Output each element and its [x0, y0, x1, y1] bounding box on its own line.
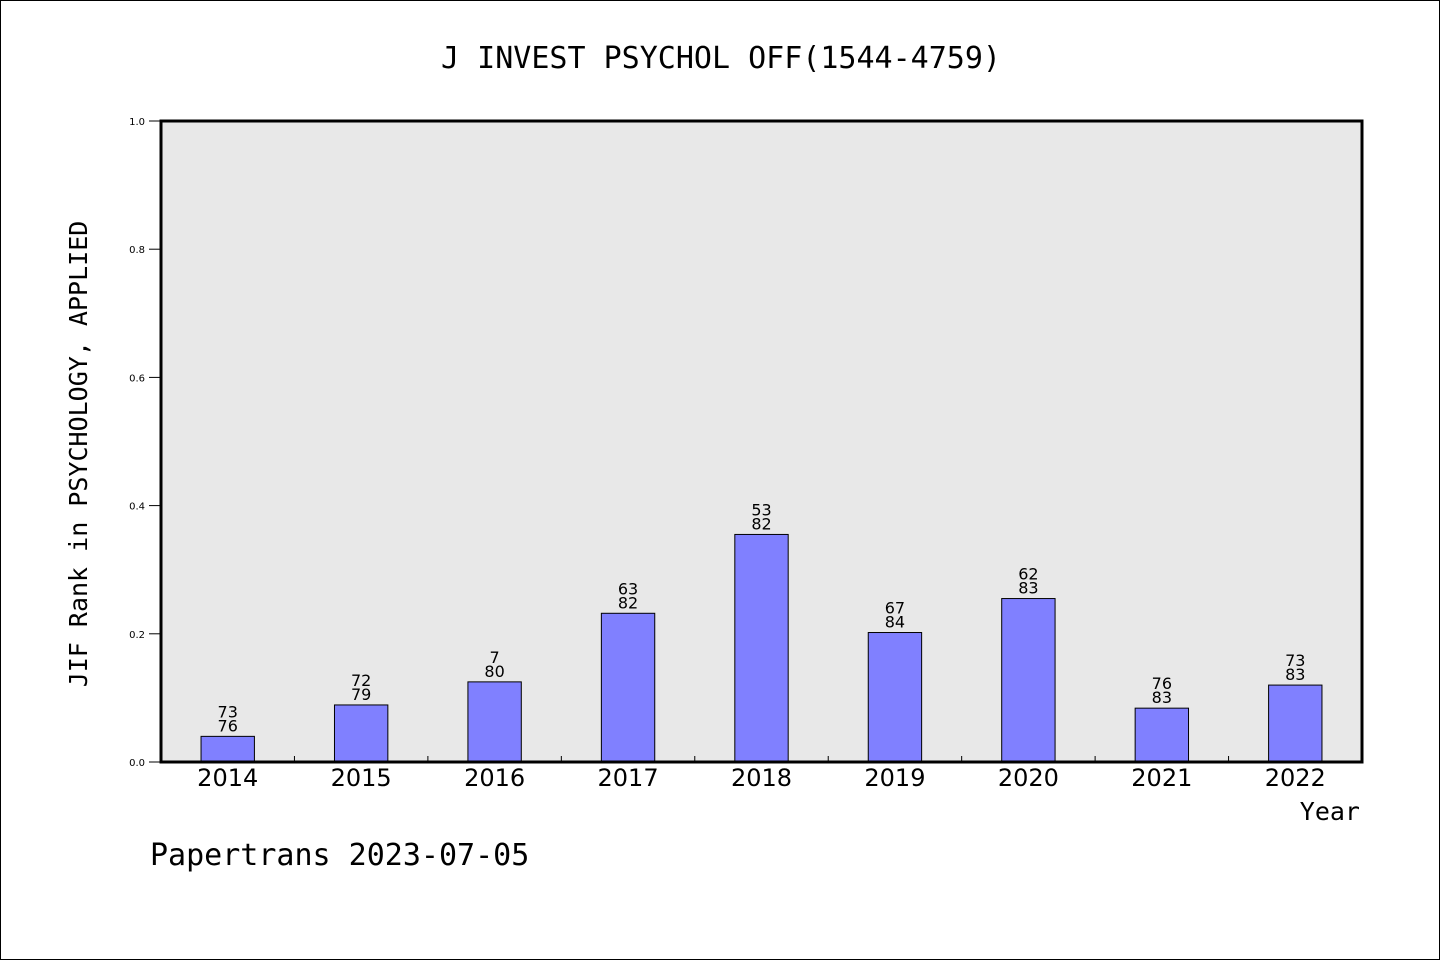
- bar-label-total: 84: [885, 613, 905, 632]
- bar-label-total: 82: [751, 514, 771, 533]
- x-tick-label: 2014: [197, 764, 258, 792]
- x-tick-label: 2020: [998, 764, 1059, 792]
- ticks-layer: 2014 2015 2016 2017 2018 2019 2020 2021 2022 0.0 0…: [129, 117, 1326, 792]
- chart-title: J INVEST PSYCHOL OFF(1544-4759): [441, 41, 1001, 76]
- bar-label-rank: 76: [1152, 674, 1172, 693]
- y-tick-label: 0.0: [129, 758, 145, 769]
- bar-2018: [734, 533, 789, 763]
- bar-2014: [200, 735, 255, 763]
- bar-2022: [1268, 684, 1323, 763]
- bar-label-total: 82: [618, 593, 638, 612]
- x-axis-label: Year: [1300, 797, 1360, 826]
- bar-label-rank: 67: [885, 599, 905, 618]
- y-tick-label: 0.2: [129, 630, 145, 641]
- footer-text: Papertrans 2023-07-05: [150, 838, 529, 873]
- bar-label-total: 83: [1285, 665, 1305, 684]
- bar-label-rank: 63: [618, 579, 638, 598]
- x-tick-label: 2015: [331, 764, 392, 792]
- bar-2016: [467, 681, 522, 763]
- bar-2017: [600, 612, 656, 763]
- bar-label-total: 83: [1152, 688, 1172, 707]
- y-tick-label: 0.6: [129, 373, 145, 384]
- x-tick-label: 2021: [1131, 764, 1192, 792]
- bar-2015: [333, 704, 389, 763]
- bar-label-rank: 72: [351, 671, 371, 690]
- x-tick-label: 2019: [864, 764, 925, 792]
- bar-label-rank: 73: [218, 702, 238, 721]
- plot-border: [159, 119, 1364, 764]
- bar-label-total: 76: [218, 716, 238, 735]
- y-axis-label: JIF Rank in PSYCHOLOGY, APPLIED: [64, 221, 93, 688]
- bar-2020: [1001, 598, 1056, 763]
- bar-label-rank: 53: [751, 500, 771, 519]
- y-tick-label: 0.4: [129, 502, 145, 513]
- x-tick-label: 2017: [598, 764, 659, 792]
- bar-label-rank: 73: [1285, 651, 1305, 670]
- bar-label-rank: 7: [490, 648, 500, 667]
- bar-label-total: 83: [1018, 579, 1038, 598]
- bar-label-rank: 62: [1018, 565, 1038, 584]
- bar-2021: [1134, 707, 1190, 763]
- bar-2019: [867, 632, 923, 763]
- x-tick-label: 2016: [464, 764, 525, 792]
- bar-label-total: 80: [484, 662, 504, 681]
- bar-label-total: 79: [351, 685, 371, 704]
- x-tick-label: 2022: [1265, 764, 1326, 792]
- x-tick-label: 2018: [731, 764, 792, 792]
- y-tick-label: 1.0: [129, 117, 145, 128]
- y-tick-label: 0.8: [129, 245, 145, 256]
